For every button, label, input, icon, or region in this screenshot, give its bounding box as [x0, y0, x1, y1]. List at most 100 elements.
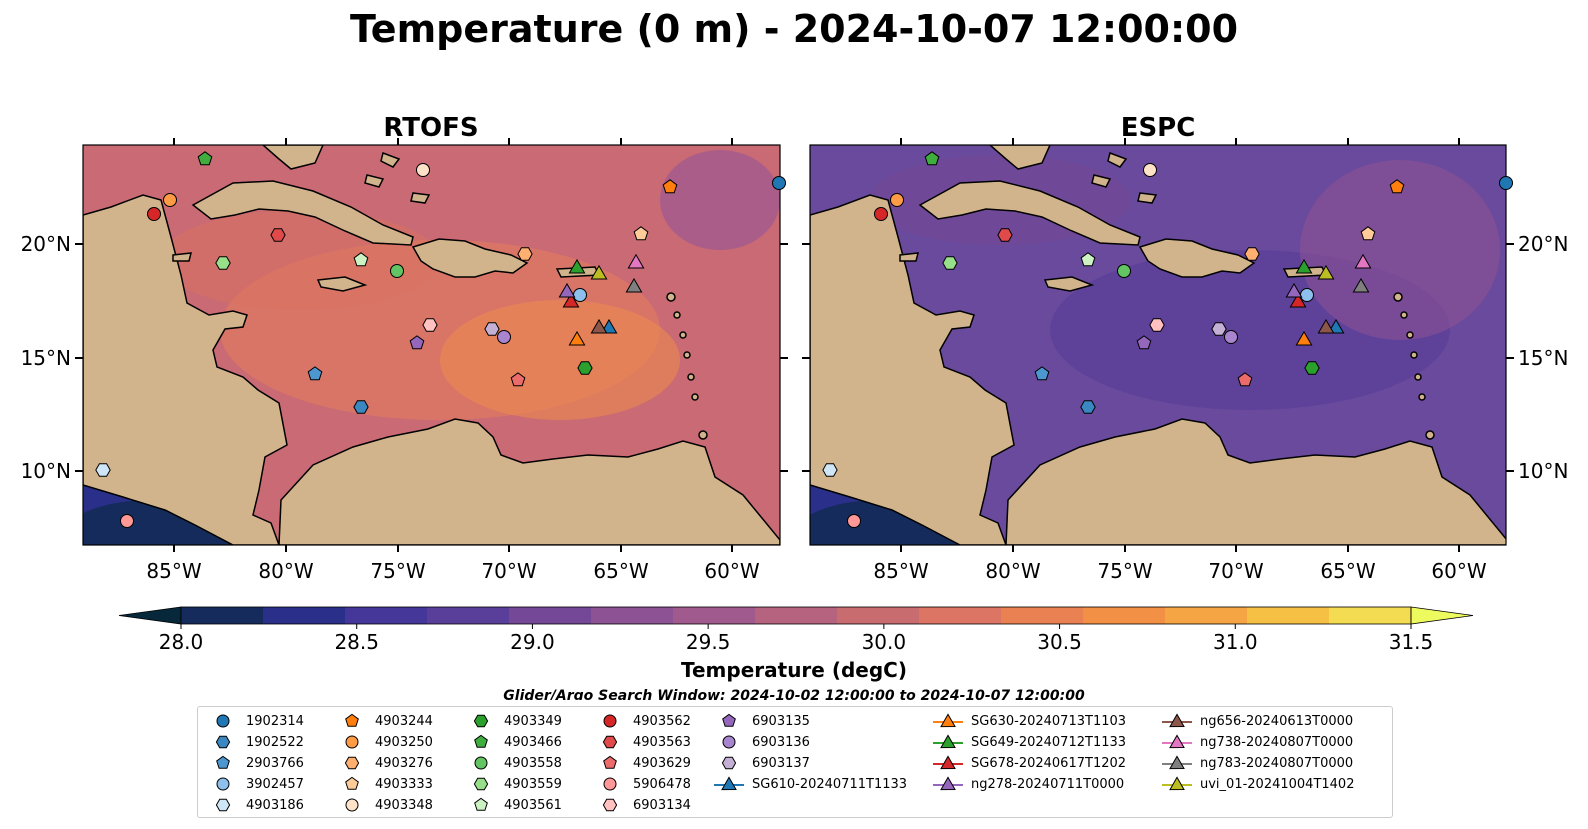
legend-label: 4903333: [375, 776, 433, 792]
map-marker: [942, 256, 958, 270]
lon-tick-label: 70°W: [1208, 559, 1263, 583]
lat-tick-label: 20°N: [21, 232, 71, 256]
colorbar-cell: [1247, 607, 1330, 624]
lat-tick-label: 10°N: [21, 459, 71, 483]
legend-label: 4903186: [246, 797, 304, 813]
map-marker: [307, 366, 323, 381]
figure-title: Temperature (0 m) - 2024-10-07 12:00:00: [350, 7, 1238, 51]
legend-marker-icon: [1162, 734, 1192, 749]
map-marker: [1354, 253, 1372, 269]
legend-item: SG649-20240712T1133: [931, 732, 1126, 752]
colorbar-cell: [837, 607, 920, 624]
legend-item: 3902457: [206, 774, 304, 794]
legend-label: 6903134: [633, 797, 691, 813]
map-marker: [633, 226, 649, 241]
map-marker: [1389, 179, 1405, 194]
lat-tick-label: 15°N: [1518, 346, 1568, 370]
legend-label: SG649-20240712T1133: [971, 734, 1127, 750]
legend-marker-icon: [721, 756, 737, 770]
legend-label: 4903558: [504, 755, 562, 771]
map-marker: [197, 151, 213, 166]
legend-label: ng656-20240613T0000: [1200, 713, 1354, 729]
legend-item: 2903766: [206, 753, 304, 773]
colorbar-tick-label: 31.0: [1213, 630, 1258, 654]
map-marker: [1224, 330, 1238, 344]
map-marker: [353, 252, 369, 267]
map-marker: [997, 228, 1013, 242]
legend-label: ng738-20240807T0000: [1200, 734, 1354, 750]
map-marker: [1317, 318, 1335, 334]
legend-label: 4903276: [375, 755, 433, 771]
legend-label: 1902314: [246, 713, 304, 729]
legend-marker-icon: [722, 713, 736, 727]
map-marker: [390, 264, 404, 278]
legend-item: 6903135: [712, 711, 810, 731]
legend-item: ng278-20240711T0000: [931, 774, 1124, 794]
legend-label: SG630-20240713T1103: [971, 713, 1127, 729]
map-marker: [215, 256, 231, 270]
legend-label: 6903135: [752, 713, 810, 729]
legend-marker-icon: [602, 798, 618, 812]
legend-item: ng656-20240613T0000: [1160, 711, 1353, 731]
map-marker: [1304, 361, 1320, 375]
map-marker: [1360, 226, 1376, 241]
map-marker: [1211, 322, 1227, 336]
legend-item: SG630-20240713T1103: [931, 711, 1126, 731]
map-title-rtofs: RTOFS: [383, 113, 478, 143]
map-marker: [1244, 247, 1260, 261]
legend-item: 4903276: [335, 753, 433, 773]
map-marker: [163, 193, 177, 207]
legend-label: 4903629: [633, 755, 691, 771]
legend-marker-icon: [344, 756, 360, 770]
legend-item: SG678-20240617T1202: [931, 753, 1126, 773]
lon-tick-label: 65°W: [593, 559, 648, 583]
map-marker: [577, 361, 593, 375]
legend-marker-icon: [216, 777, 230, 791]
legend-item: ng783-20240807T0000: [1160, 753, 1353, 773]
legend-label: 4903244: [375, 713, 433, 729]
map-marker: [1136, 335, 1152, 350]
colorbar-cell: [263, 607, 346, 624]
legend-marker-icon: [474, 797, 488, 811]
colorbar-tick-label: 30.0: [862, 630, 907, 654]
legend-item: 4903559: [464, 774, 562, 794]
map-marker: [1080, 252, 1096, 267]
map-rtofs: RTOFS: [82, 113, 781, 546]
map-marker: [517, 247, 533, 261]
map-marker: [662, 179, 678, 194]
legend-label: 3902457: [246, 776, 304, 792]
legend-marker-icon: [603, 777, 617, 791]
legend-label: 4903563: [633, 734, 691, 750]
legend-label: ng783-20240807T0000: [1200, 755, 1354, 771]
legend-marker-icon: [722, 735, 736, 749]
legend-marker-icon: [603, 714, 617, 728]
colorbar-min-extend: [118, 606, 182, 625]
map-marker: [1143, 163, 1157, 177]
lon-tick-label: 85°W: [146, 559, 201, 583]
legend-label: 4903348: [375, 797, 433, 813]
lon-tick-label: 85°W: [873, 559, 928, 583]
legend-item: 6903136: [712, 732, 810, 752]
map-marker: [1285, 282, 1303, 298]
legend-marker-icon: [473, 714, 489, 728]
legend-label: SG610-20240711T1133: [752, 776, 908, 792]
colorbar-cell: [591, 607, 674, 624]
legend-marker-icon: [474, 756, 488, 770]
legend-marker-icon: [345, 713, 359, 727]
legend-item: 4903563: [593, 732, 691, 752]
colorbar-cell: [427, 607, 510, 624]
legend-item: 4903244: [335, 711, 433, 731]
legend-item: 5906478: [593, 774, 691, 794]
map-marker: [847, 514, 861, 528]
map-marker: [822, 463, 838, 477]
map-marker: [590, 318, 608, 334]
legend-marker-icon: [216, 755, 230, 769]
legend-marker-icon: [1162, 776, 1192, 791]
map-marker: [627, 253, 645, 269]
map-marker: [573, 288, 587, 302]
lon-tick-label: 65°W: [1320, 559, 1375, 583]
legend-marker-icon: [933, 734, 963, 749]
legend-item: SG610-20240711T1133: [712, 774, 907, 794]
legend-item: 4903186: [206, 795, 304, 815]
legend-label: ng278-20240711T0000: [971, 776, 1125, 792]
